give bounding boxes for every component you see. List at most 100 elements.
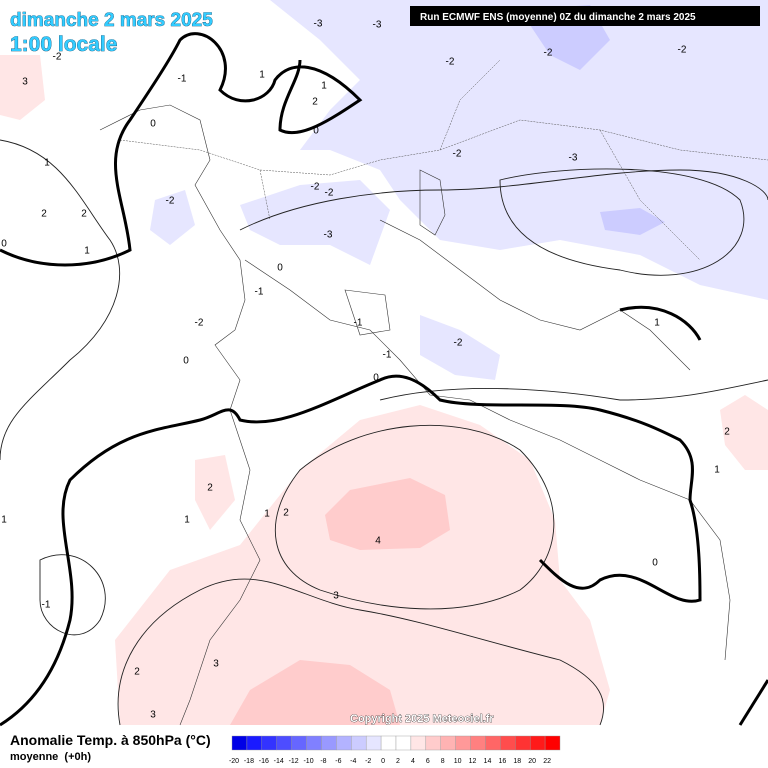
legend-tick-label: -14 [274, 758, 284, 765]
copyright: Copyright 2025 Meteociel.fr [350, 713, 494, 725]
legend-tick-label: -4 [350, 758, 356, 765]
contour-label: 1 [321, 81, 327, 92]
coastline [379, 219, 691, 371]
contour-label: 3 [213, 659, 219, 670]
contour-label: 1 [44, 158, 50, 169]
contour-label: 0 [150, 119, 156, 130]
contour-label: -3 [373, 20, 382, 31]
footer-subtitle: moyenne (+0h) [10, 751, 91, 763]
contour-label: -2 [53, 52, 62, 63]
zero-contour [619, 305, 702, 341]
legend-tick-label: -6 [335, 758, 341, 765]
contour [0, 139, 121, 461]
legend-swatch [291, 735, 307, 751]
contour-label: -1 [255, 287, 264, 298]
legend-swatch [395, 735, 412, 751]
contour-label: 0 [373, 373, 379, 384]
legend-swatch [455, 735, 471, 751]
contour-label: -3 [569, 153, 578, 164]
contour-label: -2 [544, 48, 553, 59]
warm-area [720, 395, 768, 470]
legend-swatch [306, 735, 322, 751]
contour-label: 1 [714, 465, 720, 476]
contour-label: -2 [453, 149, 462, 160]
contour-label: -2 [325, 188, 334, 199]
contour-label: 3 [22, 77, 28, 88]
contour-label: -1 [383, 350, 392, 361]
legend-tick-label: -8 [320, 758, 326, 765]
legend-swatch [351, 735, 367, 751]
contour-label: -2 [311, 182, 320, 193]
contour-label: 0 [277, 263, 283, 274]
contour-label: 1 [259, 70, 265, 81]
legend-tick-label: 16 [498, 758, 506, 765]
cold-area [150, 190, 195, 245]
contour-label: -2 [454, 338, 463, 349]
zero-contour [0, 32, 363, 267]
footer-title: Anomalie Temp. à 850hPa (°C) [10, 732, 211, 748]
contour-label: -3 [324, 230, 333, 241]
legend-tick-label: 14 [484, 758, 492, 765]
legend-swatch [500, 735, 516, 751]
warm-core [325, 478, 450, 550]
contour-label: 4 [375, 536, 381, 547]
legend-tick-label: 2 [396, 758, 400, 765]
contour-label: -1 [42, 600, 51, 611]
legend-swatch [276, 735, 292, 751]
legend-tick-label: 8 [441, 758, 445, 765]
contour-label: 0 [183, 356, 189, 367]
contour-label: -2 [446, 57, 455, 68]
contour-label: 2 [134, 667, 140, 678]
cold-core [600, 208, 665, 235]
color-legend: -20 -18 -16 -14 -12 -10 -8 -6 -4 -2 0 2 4 6 8 10 12 14 16 1… [229, 735, 561, 765]
contour [239, 169, 768, 231]
contour-label: 0 [313, 126, 319, 137]
coastline [244, 259, 731, 661]
cold-area [420, 315, 500, 380]
legend-swatch [246, 735, 263, 751]
contour-label: 2 [207, 483, 213, 494]
legend-tick-label: 20 [528, 758, 536, 765]
island [344, 169, 446, 336]
legend-tick-label: 12 [469, 758, 477, 765]
warm-area [115, 405, 610, 725]
legend-swatch [231, 735, 248, 751]
legend-swatch [425, 735, 441, 751]
contour-label: 1 [184, 515, 190, 526]
contour-label: 1 [1, 515, 7, 526]
contour-label: -2 [166, 196, 175, 207]
contour-label: -2 [195, 318, 204, 329]
date-label: dimanche 2 mars 2025 [10, 10, 213, 31]
contour-label: 2 [724, 427, 730, 438]
legend-swatch [410, 735, 427, 751]
warm-area [0, 55, 45, 120]
contour-label: 1 [84, 246, 90, 257]
contour-label: 2 [283, 508, 289, 519]
time-label: 1:00 locale [10, 33, 117, 56]
legend-tick-label: 4 [411, 758, 415, 765]
contour [499, 168, 745, 276]
legend-tick-label: -18 [244, 758, 254, 765]
contour-label: 2 [312, 97, 318, 108]
contour [379, 379, 768, 401]
contour-label: 2 [81, 209, 87, 220]
legend-swatch [544, 735, 561, 751]
coastline [99, 104, 261, 726]
legend-tick-label: 22 [543, 758, 551, 765]
contour-label: 1 [654, 318, 660, 329]
zero-contour [738, 679, 768, 726]
contour-label: 1 [264, 509, 270, 520]
contour [117, 578, 604, 726]
legend-swatch [440, 735, 456, 751]
cold-area [240, 180, 390, 265]
zero-contour [0, 374, 702, 727]
legend-swatch [321, 735, 337, 751]
legend-swatch [470, 735, 486, 751]
legend-tick-label: -2 [365, 758, 371, 765]
run-label: Run ECMWF ENS (moyenne) 0Z du dimanche 2… [420, 12, 696, 23]
contour-label: -3 [314, 19, 323, 30]
legend-swatch [380, 735, 397, 751]
legend-tick-label: -12 [289, 758, 299, 765]
